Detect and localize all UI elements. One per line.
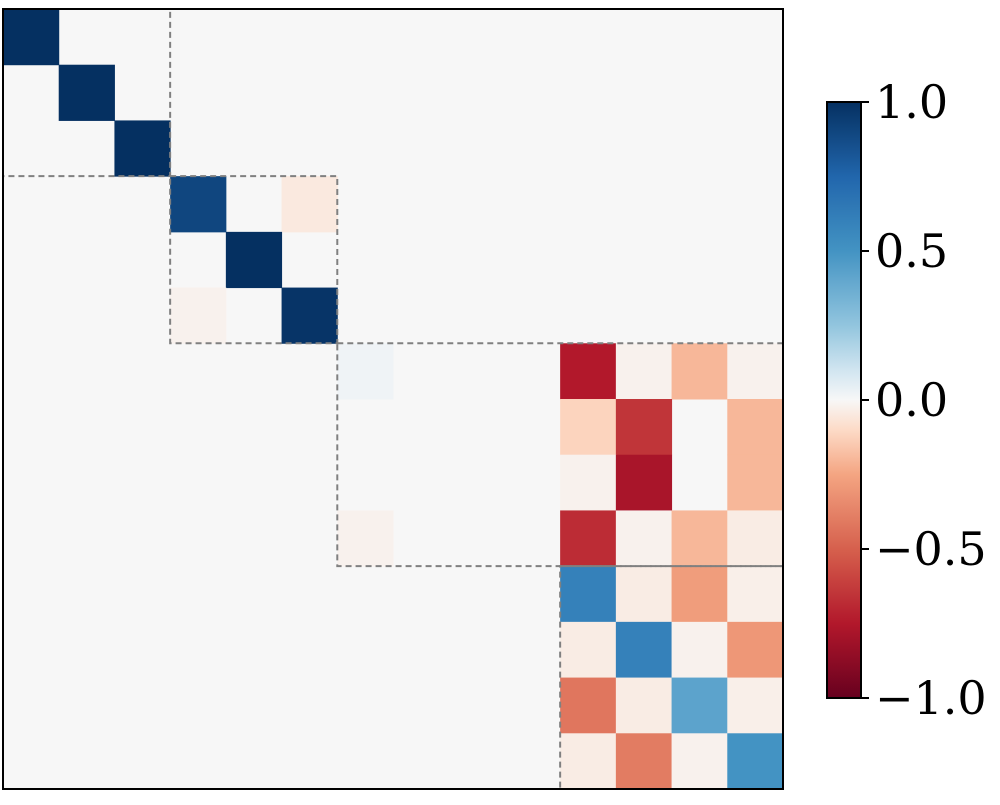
heatmap-cell bbox=[560, 343, 617, 400]
heatmap-cell bbox=[671, 510, 728, 567]
heatmap-cell bbox=[337, 510, 394, 567]
heatmap-cell bbox=[281, 287, 338, 344]
heatmap-cell bbox=[671, 566, 728, 623]
heatmap-cell bbox=[727, 343, 784, 400]
heatmap-cell bbox=[615, 621, 673, 679]
heatmap-cell bbox=[727, 566, 784, 623]
block-outline bbox=[169, 175, 339, 345]
heatmap-cell bbox=[671, 343, 728, 400]
heatmap-cell bbox=[615, 677, 673, 734]
heatmap-cell bbox=[615, 454, 673, 511]
heatmap-cell bbox=[560, 454, 617, 511]
heatmap-cell bbox=[3, 9, 60, 66]
heatmap-cell bbox=[671, 621, 728, 679]
heatmap-cell bbox=[671, 733, 728, 790]
heatmap-cell bbox=[615, 510, 673, 567]
colorbar-tick-label: −1.0 bbox=[875, 671, 987, 725]
heatmap-cell bbox=[615, 399, 673, 456]
colorbar-tick-label: −0.5 bbox=[875, 522, 987, 576]
heatmap-cell bbox=[727, 677, 784, 734]
colorbar: 1.0 0.5 0.0 −0.5 −1.0 bbox=[826, 75, 987, 725]
heatmap-cell bbox=[560, 566, 617, 623]
heatmap-cell bbox=[615, 566, 673, 623]
heatmap-cell bbox=[560, 733, 617, 790]
heatmap-cell bbox=[337, 343, 394, 400]
heatmap-cell bbox=[671, 677, 728, 734]
heatmap-cell bbox=[560, 677, 617, 734]
colorbar-tick-label: 0.0 bbox=[875, 373, 948, 427]
heatmap-cell bbox=[281, 176, 338, 233]
heatmap-cell bbox=[560, 399, 617, 456]
plot-frame bbox=[2, 8, 784, 790]
heatmap-cell bbox=[615, 343, 673, 400]
heatmap-cell bbox=[615, 733, 673, 790]
heatmap-cell bbox=[58, 64, 115, 121]
heatmap-cell bbox=[560, 621, 617, 679]
heatmap-cell bbox=[727, 454, 784, 511]
heatmap-cell bbox=[225, 231, 283, 289]
heatmap-cell bbox=[727, 399, 784, 456]
heatmap-cell bbox=[170, 287, 227, 344]
colorbar-tick-label: 0.5 bbox=[875, 224, 948, 278]
colorbar-tick-label: 1.0 bbox=[875, 75, 948, 129]
heatmap-cell bbox=[727, 510, 784, 567]
heatmap-cell bbox=[727, 621, 784, 679]
heatmap-cell bbox=[727, 733, 784, 790]
heatmap-cell bbox=[170, 176, 227, 233]
heatmap-cell bbox=[560, 510, 617, 567]
colorbar-gradient bbox=[827, 102, 861, 698]
heatmap-plot-area bbox=[2, 8, 785, 791]
heatmap-cell bbox=[114, 120, 171, 177]
